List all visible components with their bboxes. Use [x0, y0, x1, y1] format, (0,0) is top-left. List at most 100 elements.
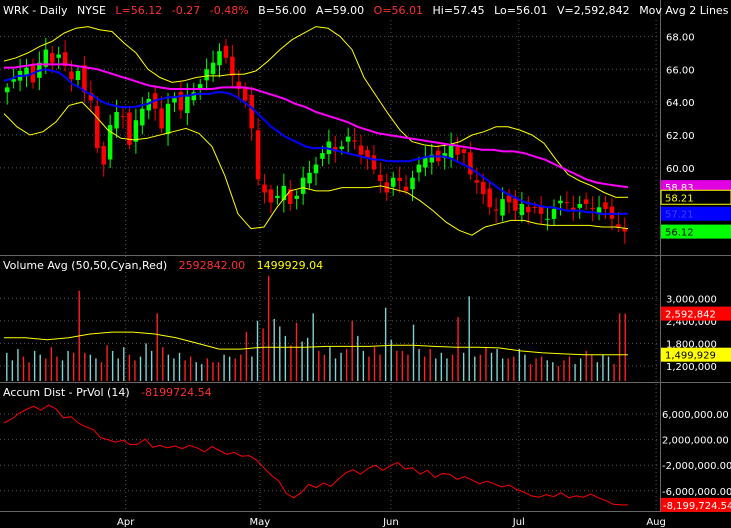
- accum-dist-panel: [3, 404, 628, 506]
- volume-tick-label: 1,200,000: [666, 362, 717, 373]
- low-label: Lo=56.01: [494, 4, 547, 17]
- candle-body: [210, 62, 216, 75]
- price-tag-bg: [660, 189, 731, 205]
- volume-tick-label: 2,400,000: [666, 317, 717, 328]
- candle-body: [487, 188, 492, 208]
- price-tag-label: 57.21: [665, 210, 694, 221]
- candle-body: [506, 195, 512, 203]
- candle-body: [262, 184, 267, 193]
- candle-body: [95, 106, 100, 149]
- candle-body: [24, 67, 29, 77]
- candle-body: [43, 49, 49, 67]
- candle-body: [133, 120, 139, 142]
- last-price-label: L=56.12: [115, 4, 162, 17]
- change-label: -0.27: [172, 4, 200, 17]
- candle-body: [255, 130, 261, 180]
- candle-body: [320, 153, 325, 159]
- candle-body: [448, 144, 454, 159]
- candle-body: [49, 53, 55, 63]
- candle-body: [538, 205, 544, 214]
- candle-body: [345, 136, 351, 142]
- candle-body: [474, 180, 480, 183]
- candle-body: [69, 71, 74, 80]
- candle-body: [622, 227, 628, 232]
- price-tag-label: 58.83: [665, 183, 694, 194]
- candle-body: [410, 177, 415, 190]
- volume-value: 2592842.00: [179, 259, 245, 272]
- volume-tick-label: 3,000,000: [666, 294, 717, 305]
- candle-body: [62, 52, 68, 66]
- candle-body: [56, 54, 61, 58]
- price-panel: [3, 26, 629, 244]
- candle-body: [197, 84, 203, 89]
- ad-title: Accum Dist - PrVol (14): [3, 386, 130, 399]
- candle-body: [564, 202, 570, 204]
- candle-body: [242, 88, 248, 101]
- candle-body: [281, 185, 287, 201]
- symbol-label: WRK - Daily: [3, 4, 68, 17]
- ma-fast-line: [3, 68, 629, 215]
- ad-tick-label: 2,000,000.00: [662, 436, 729, 447]
- volume-tag-label: 1,499,929: [665, 351, 716, 362]
- ad-tick-label: -6,000,000.00: [662, 487, 731, 498]
- candle-body: [590, 207, 595, 209]
- candle-body: [191, 92, 197, 101]
- candle-body: [545, 218, 550, 220]
- candle-body: [532, 206, 537, 208]
- panel-frames: [0, 0, 731, 512]
- candle-body: [442, 153, 447, 158]
- candle-body: [339, 146, 344, 150]
- ad-value: -8199724.54: [141, 386, 211, 399]
- open-label: O=56.01: [374, 4, 423, 17]
- candle-body: [493, 209, 499, 211]
- price-tick-label: 60.00: [666, 164, 695, 175]
- price-tag-label: 56.12: [665, 228, 694, 239]
- candle-body: [352, 140, 357, 142]
- price-header: WRK - Daily NYSE L=56.12 -0.27 -0.48% B=…: [3, 4, 731, 17]
- candle-body: [500, 199, 505, 216]
- candle-body: [519, 204, 525, 216]
- ask-label: A=59.00: [316, 4, 364, 17]
- candle-body: [268, 189, 274, 203]
- y-axis-labels: 68.00 66.00 64.00 62.00 60.00 Apr May Jun Jul Aug…: [117, 32, 731, 528]
- upper-band-line: [3, 26, 629, 198]
- candle-body: [127, 112, 132, 145]
- ad-tag-label: -8,199,724.54: [663, 501, 731, 512]
- candle-body: [577, 204, 583, 208]
- candle-body: [294, 195, 299, 199]
- candle-body: [4, 87, 10, 93]
- candle-body: [390, 177, 396, 187]
- volume-tag-bg: [661, 306, 731, 321]
- exchange-label: NYSE: [77, 4, 106, 17]
- ad-header: Accum Dist - PrVol (14) -8199724.54: [3, 386, 212, 399]
- volume-header: Volume Avg (50,50,Cyan,Red) 2592842.00 1…: [3, 259, 323, 272]
- price-tick-label: 64.00: [666, 98, 695, 109]
- x-tick-label: Apr: [117, 517, 135, 528]
- candle-body: [558, 200, 563, 204]
- candle-body: [455, 146, 460, 155]
- ma-slow-line: [4, 63, 629, 189]
- volume-tag-bg: [661, 347, 731, 362]
- candle-body: [165, 103, 171, 135]
- price-tick-label: 62.00: [666, 131, 695, 142]
- candle-body: [288, 189, 293, 204]
- candle-body: [596, 207, 602, 213]
- candle-body: [583, 199, 589, 204]
- candle-body: [204, 69, 209, 81]
- candle-body: [82, 65, 87, 93]
- high-label: Hi=57.45: [433, 4, 485, 17]
- ad-line: [3, 404, 628, 506]
- candle-body: [172, 97, 177, 103]
- candle-body: [371, 155, 377, 170]
- volume-tag-label: 2,592,842: [665, 310, 716, 321]
- candle-body: [468, 152, 473, 175]
- candle-body: [249, 94, 254, 129]
- candle-body: [140, 108, 145, 126]
- volume-title: Volume Avg (50,50,Cyan,Red): [3, 259, 167, 272]
- candle-body: [313, 164, 319, 174]
- candle-body: [365, 150, 370, 158]
- volume-tick-label: 1,800,000: [666, 339, 717, 350]
